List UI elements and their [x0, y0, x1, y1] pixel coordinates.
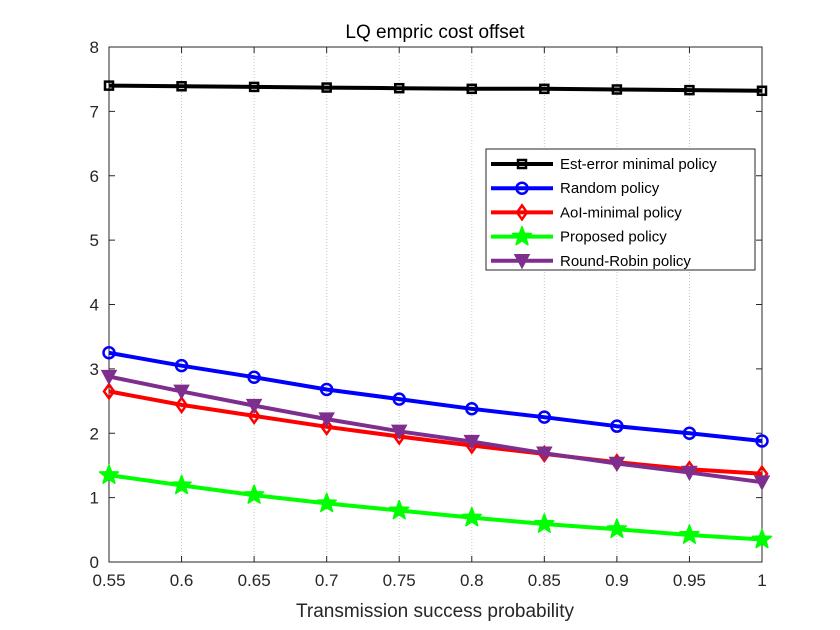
data-point [388, 499, 410, 520]
x-tick-label: 0.55 [92, 571, 125, 590]
legend-marker [516, 158, 528, 170]
data-point [606, 518, 628, 539]
series-line-est-error-minimal-policy [108, 83, 763, 93]
data-point [756, 85, 768, 97]
series-round-robin-policy [100, 369, 771, 491]
data-point [316, 492, 337, 513]
y-tick-label: 7 [90, 102, 99, 121]
series-est-error-minimal-policy [103, 80, 768, 97]
x-axis-label: Transmission success probability [296, 601, 575, 622]
data-point [611, 84, 623, 95]
legend-entry-est-error-minimal-policy: Est-error minimal policy [491, 156, 717, 173]
data-point [320, 417, 334, 436]
legend-label: Random policy [560, 180, 660, 197]
x-tick-label: 0.65 [238, 571, 271, 590]
y-tick-label: 3 [90, 360, 99, 379]
series-line-proposed-policy [108, 473, 763, 542]
data-point [390, 424, 408, 440]
data-point [103, 80, 115, 91]
data-point [102, 346, 116, 360]
data-point [681, 465, 698, 482]
x-tick-label: 0.9 [605, 571, 629, 590]
legend-label: Est-error minimal policy [560, 156, 717, 173]
legend-box [485, 148, 756, 271]
y-tick-label: 1 [90, 489, 99, 508]
data-point [321, 82, 332, 93]
legend-entry-proposed-policy: Proposed policy [491, 225, 667, 246]
data-point [100, 369, 118, 386]
data-point [679, 524, 700, 544]
y-tick-label: 0 [90, 553, 99, 572]
data-point [318, 412, 335, 428]
series-line-aoi-minimal-policy [108, 389, 763, 476]
x-tick-label: 0.7 [315, 571, 339, 590]
y-tick-label: 6 [90, 167, 99, 186]
data-point [247, 370, 261, 384]
legend-label: Round-Robin policy [560, 253, 691, 270]
data-point [534, 513, 555, 533]
y-tick-label: 2 [90, 424, 99, 443]
data-point [175, 395, 189, 415]
data-point [393, 82, 405, 94]
data-point [461, 506, 483, 527]
data-point [173, 384, 190, 400]
data-point [463, 434, 481, 451]
data-point [243, 484, 265, 504]
data-point [682, 426, 697, 440]
series-line-random-policy [108, 350, 763, 443]
legend-label: Proposed policy [560, 229, 667, 246]
chart-title: LQ empric cost offset [345, 22, 525, 43]
series-proposed-policy [98, 464, 773, 549]
legend-marker [511, 225, 533, 246]
data-point [176, 81, 187, 92]
data-point [319, 382, 334, 397]
x-tick-label: 0.8 [460, 571, 484, 590]
legend-marker [513, 254, 531, 270]
data-point [536, 446, 553, 462]
y-tick-label: 4 [90, 296, 99, 315]
data-point [751, 528, 773, 549]
data-point [245, 398, 263, 415]
legend-marker [515, 203, 529, 222]
legend-label: AoI-minimal policy [560, 204, 682, 221]
legend-entry-round-robin-policy: Round-Robin policy [491, 253, 691, 270]
data-point [610, 419, 624, 433]
data-point [392, 427, 406, 446]
data-point [608, 456, 626, 473]
data-point [98, 464, 120, 484]
x-tick-label: 0.6 [170, 571, 194, 590]
series-line-round-robin-policy [108, 374, 763, 485]
data-point [466, 83, 478, 95]
x-tick-label: 1 [757, 571, 766, 590]
plot-area-frame [108, 46, 763, 563]
data-point [684, 84, 695, 96]
series [98, 80, 773, 549]
legend-entry-random-policy: Random policy [491, 180, 660, 197]
data-point [248, 81, 260, 93]
data-point [392, 392, 406, 406]
legend-entry-aoi-minimal-policy: AoI-minimal policy [491, 203, 682, 222]
data-point [102, 382, 116, 401]
y-tick-label: 5 [90, 231, 99, 250]
data-point [539, 83, 550, 95]
data-point [174, 358, 189, 373]
axis-ticks: 0.55 0.6 0.65 0.7 0.75 0.8 0.85 0.9 0.95 1 0 1 2 3 4 5 6… [90, 38, 767, 590]
x-tick-label: 0.75 [383, 571, 416, 590]
y-tick-label: 8 [90, 38, 99, 57]
data-point [247, 406, 261, 426]
legend-marker [515, 181, 529, 195]
data-point [171, 474, 192, 495]
x-tick-label: 0.95 [673, 571, 706, 590]
legend: Est-error minimal policy Random policy AoI… [485, 148, 756, 271]
series-random-policy [102, 346, 769, 448]
x-tick-label: 0.85 [528, 571, 561, 590]
grid [181, 47, 690, 562]
data-point [755, 434, 769, 448]
data-point [537, 410, 552, 424]
data-point [465, 402, 479, 416]
data-point [753, 475, 771, 491]
